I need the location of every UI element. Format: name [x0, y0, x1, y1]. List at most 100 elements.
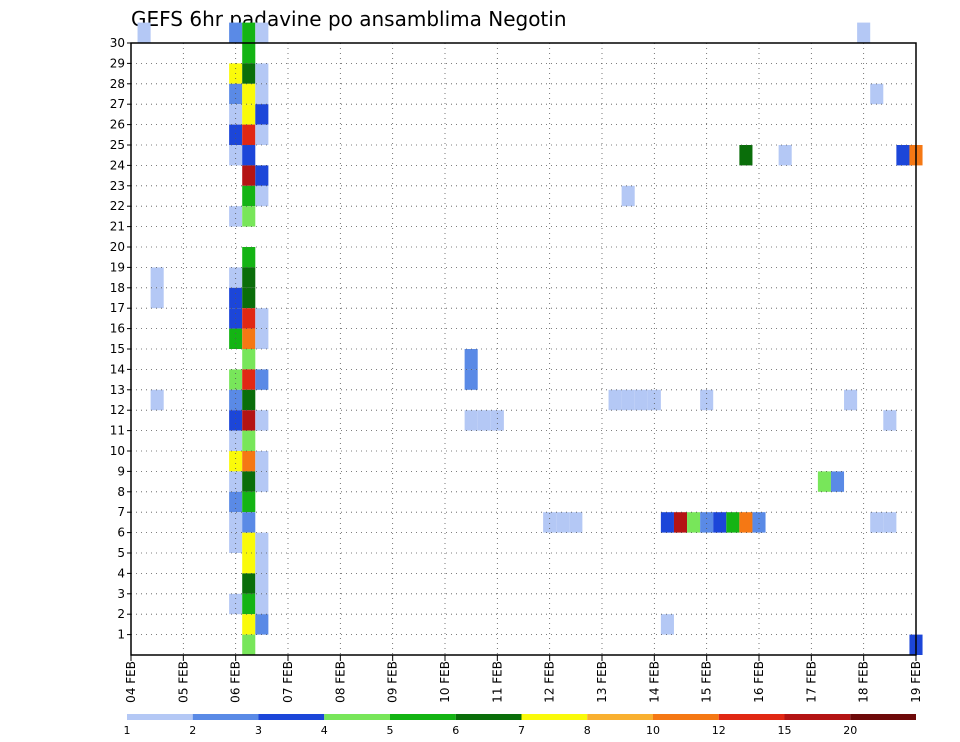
heatmap-cell	[229, 267, 243, 288]
y-tick-label: 17	[110, 301, 125, 315]
y-tick-label: 2	[117, 607, 125, 621]
heatmap-cell	[660, 512, 674, 533]
y-tick-label: 16	[110, 322, 125, 336]
y-tick-label: 26	[110, 118, 125, 132]
heatmap-cell	[569, 512, 583, 533]
heatmap-cell	[870, 512, 884, 533]
grid-layer	[131, 43, 916, 655]
legend-label: 2	[189, 724, 196, 737]
legend-swatch	[718, 714, 785, 720]
x-tick-label: 13 FEB	[595, 661, 609, 703]
y-axis: 1234567891011121314151617181920212223242…	[110, 36, 131, 642]
x-axis: 04 FEB 05 FEB 06 FEB 07 FEB 08 FEB 09 FEB 10 F…	[124, 655, 923, 703]
heatmap-cell	[242, 308, 256, 329]
x-tick-label: 05 FEB	[176, 661, 190, 703]
legend-label: 4	[321, 724, 328, 737]
heatmap-cell	[255, 410, 269, 431]
heatmap-cell	[242, 532, 256, 553]
heatmap-cell	[857, 22, 871, 43]
heatmap-cell	[150, 287, 164, 309]
heatmap-cell	[255, 104, 269, 125]
heatmap-cell	[621, 185, 635, 207]
legend-label: 15	[778, 724, 792, 737]
heatmap-cell	[229, 430, 243, 451]
legend-swatch	[192, 714, 259, 720]
heatmap-cell	[242, 349, 256, 370]
heatmap-cell	[242, 83, 256, 105]
heatmap-cell	[752, 512, 766, 533]
heatmap-cell	[242, 491, 256, 513]
x-tick-label: 10 FEB	[438, 661, 452, 703]
heatmap-cell	[255, 573, 269, 594]
heatmap-cell	[229, 22, 243, 43]
heatmap-cell	[255, 593, 269, 615]
heatmap-cell	[255, 471, 269, 492]
heatmap-cell	[464, 349, 478, 370]
heatmap-cell	[687, 512, 701, 533]
legend-label: 1	[124, 724, 131, 737]
heatmap-cell	[255, 308, 269, 329]
x-tick-label: 15 FEB	[700, 661, 714, 703]
y-tick-label: 30	[110, 36, 125, 50]
heatmap-cell	[778, 145, 792, 166]
y-tick-label: 8	[117, 485, 125, 499]
heatmap-cell	[242, 593, 256, 615]
y-tick-label: 12	[110, 403, 125, 417]
heatmap-cell	[242, 165, 256, 186]
heatmap-cell	[137, 22, 151, 43]
heatmap-cell	[229, 410, 243, 431]
heatmap-cell	[255, 185, 269, 207]
y-tick-label: 29	[110, 56, 125, 70]
heatmap-cell	[464, 410, 478, 431]
chart-title: GEFS 6hr padavine po ansamblima Negotin	[131, 7, 567, 31]
y-tick-label: 6	[117, 526, 125, 540]
x-tick-label: 12 FEB	[543, 661, 557, 703]
legend-label: 5	[387, 724, 394, 737]
heatmap-cell	[229, 491, 243, 513]
legend-swatch	[324, 714, 390, 720]
heatmap-cell	[883, 512, 897, 533]
heatmap-cell	[242, 267, 256, 288]
heatmap-cell	[242, 389, 256, 411]
heatmap-cell	[726, 512, 740, 533]
heatmap-cell	[242, 247, 256, 268]
legend-label: 12	[712, 724, 726, 737]
heatmap-cell	[242, 124, 256, 145]
x-tick-label: 06 FEB	[229, 661, 243, 703]
heatmap-cell	[817, 471, 831, 492]
heatmap-cell	[242, 512, 256, 533]
heatmap-cell	[242, 287, 256, 309]
x-tick-label: 04 FEB	[124, 661, 138, 703]
heatmap-cell	[229, 369, 243, 390]
x-tick-label: 17 FEB	[804, 661, 818, 703]
heatmap-cell	[621, 389, 635, 411]
x-tick-label: 08 FEB	[333, 661, 347, 703]
heatmap-cell	[242, 634, 256, 655]
legend-swatch	[850, 714, 916, 720]
y-tick-label: 11	[110, 424, 125, 438]
heatmap-cell	[255, 165, 269, 186]
heatmap-cell	[150, 267, 164, 288]
heatmap-cell	[647, 389, 661, 411]
heatmap-cell	[477, 410, 491, 431]
heatmap-cell	[242, 614, 256, 635]
heatmap-cell	[844, 389, 858, 411]
x-tick-label: 18 FEB	[857, 661, 871, 703]
y-tick-label: 18	[110, 281, 125, 295]
heatmap-cell	[660, 614, 674, 635]
legend-swatch	[258, 714, 325, 720]
heatmap-cell	[255, 553, 269, 574]
y-tick-label: 7	[117, 505, 125, 519]
heatmap-cell	[229, 512, 243, 533]
heatmap-cell	[229, 451, 243, 472]
heatmap-cell	[229, 145, 243, 166]
heatmap-cell	[255, 451, 269, 472]
heatmap-cell	[242, 573, 256, 594]
heatmap-cell	[242, 104, 256, 125]
y-tick-label: 23	[110, 179, 125, 193]
heatmap-cell	[883, 410, 897, 431]
heatmap-cell	[229, 124, 243, 145]
heatmap-cell	[229, 532, 243, 553]
heatmap-cell	[739, 145, 753, 166]
legend-swatch	[455, 714, 522, 720]
